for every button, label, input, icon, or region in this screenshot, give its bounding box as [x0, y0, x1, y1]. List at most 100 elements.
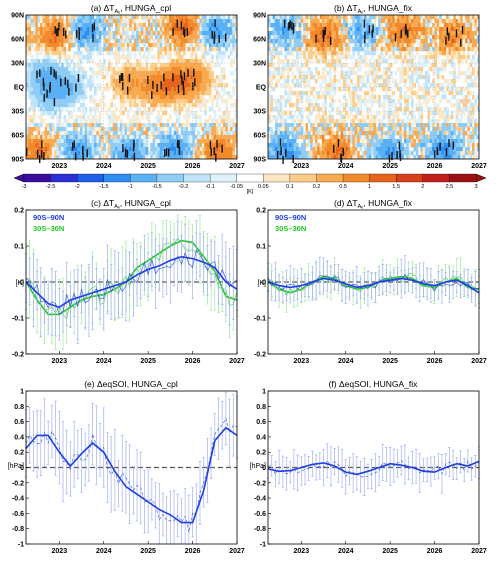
heatmap-cell — [218, 43, 221, 48]
heatmap-cell — [284, 135, 288, 140]
heatmap-cell — [305, 39, 309, 44]
heatmap-cell — [150, 103, 153, 108]
heatmap-cell — [396, 119, 400, 124]
heatmap-cell — [361, 31, 365, 36]
heatmap-cell — [112, 135, 116, 140]
heatmap-cell — [268, 19, 271, 24]
heatmap-cell — [225, 139, 228, 144]
heatmap-cell — [418, 107, 421, 112]
heatmap-cell — [124, 91, 128, 96]
heatmap-cell — [418, 75, 421, 80]
heatmap-cell — [380, 135, 384, 140]
heatmap-cell — [317, 51, 320, 56]
heatmap-cell — [401, 111, 405, 116]
heatmap-cell — [96, 131, 99, 136]
heatmap-cell — [201, 55, 205, 60]
heatmap-cell — [408, 119, 412, 124]
heatmap-cell — [448, 31, 452, 36]
heatmap-cell — [35, 139, 39, 144]
heatmap-cell — [368, 59, 372, 64]
heatmap-cell — [204, 47, 207, 52]
heatmap-cell — [345, 31, 349, 36]
heatmap-cell — [462, 51, 466, 56]
heatmap-cell — [26, 75, 29, 80]
heatmap-cell — [220, 155, 224, 159]
heatmap-cell — [30, 135, 34, 140]
heatmap-cell — [47, 127, 50, 132]
heatmap-cell — [317, 103, 320, 108]
heatmap-cell — [204, 55, 207, 60]
heatmap-cell — [434, 55, 438, 60]
heatmap-cell — [33, 115, 36, 120]
heatmap-cell — [150, 31, 153, 36]
heatmap-cell — [469, 63, 473, 68]
heatmap-cell — [277, 71, 281, 76]
heatmap-cell — [35, 99, 39, 104]
heatmap-cell — [154, 123, 158, 128]
heatmap-cell — [124, 15, 128, 20]
heatmap-cell — [272, 139, 276, 144]
heatmap-cell — [378, 63, 381, 68]
heatmap-cell — [350, 119, 353, 124]
heatmap-cell — [105, 151, 109, 156]
heatmap-cell — [227, 95, 231, 100]
heatmap-cell — [124, 131, 128, 136]
heatmap-cell — [394, 23, 398, 28]
heatmap-cell — [460, 27, 463, 32]
heatmap-cell — [413, 91, 416, 96]
heatmap-cell — [392, 139, 395, 144]
heatmap-cell — [61, 31, 64, 36]
heatmap-cell — [40, 15, 43, 20]
heatmap-cell — [436, 15, 440, 20]
heatmap-cell — [136, 151, 139, 156]
heatmap-cell — [108, 135, 111, 140]
heatmap-cell — [140, 91, 144, 96]
heatmap-cell — [161, 99, 165, 104]
heatmap-cell — [229, 27, 233, 32]
heatmap-cell — [70, 91, 74, 96]
heatmap-cell — [354, 139, 358, 144]
heatmap-cell — [77, 83, 81, 88]
heatmap-cell — [124, 79, 128, 84]
heatmap-cell — [93, 127, 97, 132]
heatmap-cell — [98, 47, 102, 52]
heatmap-cell — [385, 23, 388, 28]
heatmap-cell — [345, 139, 349, 144]
heatmap-cell — [26, 139, 29, 144]
heatmap-cell — [389, 127, 393, 132]
heatmap-cell — [187, 63, 191, 68]
heatmap-cell — [453, 83, 456, 88]
heatmap-cell — [199, 67, 203, 72]
heatmap-cell — [208, 15, 212, 20]
heatmap-cell — [194, 43, 198, 48]
heatmap-cell — [453, 139, 456, 144]
heatmap-cell — [194, 19, 198, 24]
heatmap-cell — [56, 79, 60, 84]
heatmap-cell — [432, 35, 435, 40]
heatmap-cell — [183, 143, 186, 148]
heatmap-cell — [319, 87, 323, 92]
heatmap-cell — [289, 91, 292, 96]
heatmap-cell — [157, 95, 160, 100]
heatmap-cell — [415, 127, 419, 132]
heatmap-cell — [385, 51, 388, 56]
heatmap-cell — [166, 43, 170, 48]
heatmap-cell — [176, 119, 179, 124]
heatmap-cell — [229, 39, 233, 44]
heatmap-cell — [33, 155, 36, 159]
heatmap-cell — [30, 31, 34, 36]
heatmap-cell — [229, 95, 233, 100]
heatmap-cell — [439, 51, 442, 56]
heatmap-cell — [450, 19, 454, 24]
heatmap-cell — [84, 31, 88, 36]
heatmap-cell — [268, 63, 271, 68]
heatmap-cell — [122, 31, 125, 36]
heatmap-cell — [399, 99, 402, 104]
heatmap-cell — [173, 155, 177, 159]
heatmap-cell — [277, 143, 281, 148]
heatmap-cell — [303, 91, 306, 96]
heatmap-cell — [282, 35, 285, 40]
heatmap-cell — [411, 123, 414, 128]
heatmap-cell — [28, 51, 31, 56]
heatmap-cell — [434, 51, 438, 56]
